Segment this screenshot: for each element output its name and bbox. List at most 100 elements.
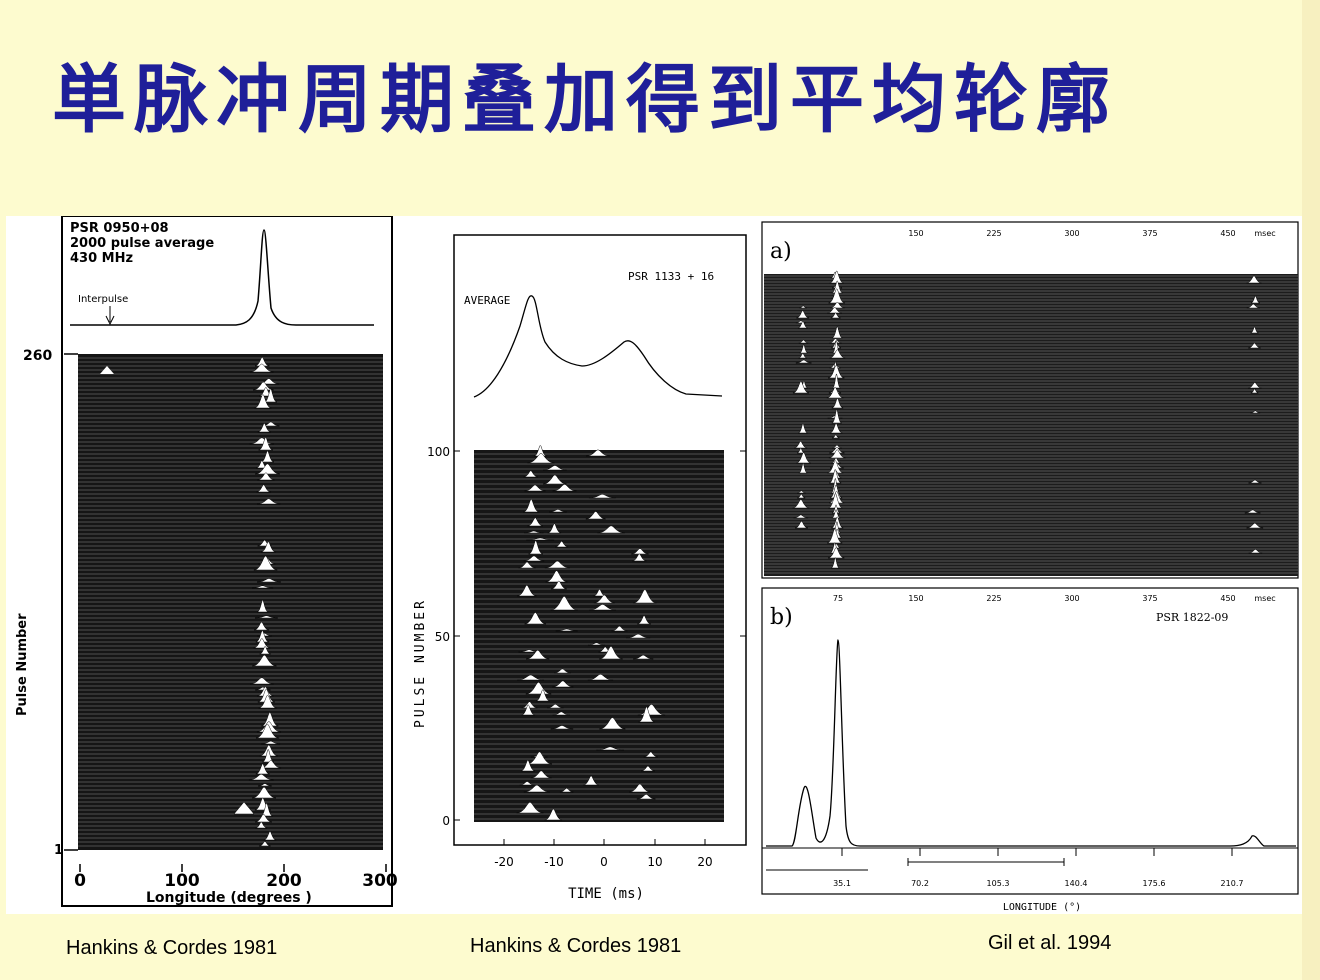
fig2-pulse-peak (520, 759, 536, 772)
fig3-pulse-peak (797, 493, 806, 499)
fig3-pulse-peak (1250, 295, 1260, 304)
fig1-pulse-peak (255, 463, 280, 475)
fig3-pulse-peak (829, 349, 846, 359)
fig1-average-profile (70, 229, 374, 326)
fig3-pulse-peak (829, 270, 844, 284)
fig2-pulse-peak (549, 509, 567, 513)
fig2-pulse-peak (524, 484, 546, 492)
fig3-pulse-peak (827, 307, 842, 314)
fig2-xtick-20: 20 (697, 855, 712, 869)
fig3-pulse-peak (827, 528, 843, 544)
fig3-pulse-peak (1248, 549, 1263, 554)
fig3-pulse-peak (830, 301, 845, 309)
fig2-pulse-peak (552, 680, 574, 688)
fig2-pulse-peak (637, 615, 651, 625)
fig3-average-profile (766, 639, 1296, 847)
fig1-pulse-peak (257, 498, 281, 505)
fig3-xtick-140: 140.4 (1065, 879, 1088, 888)
caption-hankins-1: Hankins & Cordes 1981 (66, 937, 278, 959)
fig2-pulse-peak (528, 540, 543, 555)
fig3-pulse-peak (795, 520, 808, 529)
fig1-pulse-peak (260, 760, 282, 769)
fig3-pulse-peak (832, 434, 840, 439)
fig3-pulse-peak (797, 490, 806, 494)
fig3-pulse-peak (831, 398, 844, 409)
fig2-ytick-0: 0 (442, 814, 450, 828)
fig1-pulse-peak (257, 578, 281, 583)
fig2-pulse-peak (526, 649, 550, 660)
fig2-pulse-peak (523, 555, 545, 562)
fig3-pulse-peak (828, 547, 845, 559)
fig3-xtick-35: 35.1 (833, 879, 851, 888)
fig1-pulse-peak (261, 712, 279, 727)
fig3a-tick-375: 375 (1142, 229, 1157, 238)
fig3-stripes (764, 275, 1298, 574)
fig2-pulse-stack (474, 450, 724, 822)
fig3-panel-a-label: a) (770, 239, 792, 264)
fig2-average-profile (473, 295, 723, 398)
fig1-stripes (78, 357, 383, 847)
fig1-xtick-100: 100 (164, 871, 200, 891)
fig2-pulse-peak (626, 633, 651, 639)
fig3-pulse-peak (831, 504, 841, 514)
fig3-xtick-105: 105.3 (987, 879, 1010, 888)
fig1-pulse-peak (255, 630, 270, 643)
fig3-pulse-peak (1246, 275, 1262, 284)
fig1-pulse-peak (255, 821, 268, 829)
fig1-pulse-peak (258, 783, 272, 787)
fig3-pulse-peak (831, 557, 840, 569)
fig1-pulse-peak (250, 363, 274, 373)
fig3a-tick-225: 225 (986, 229, 1001, 238)
fig2-pulse-peak (524, 530, 544, 534)
fig2-pulse-peak (527, 453, 555, 464)
fig1-pulse-peak (255, 813, 272, 823)
fig3-pulse-peak (829, 469, 842, 484)
caption-hankins-2: Hankins & Cordes 1981 (470, 935, 682, 957)
fig2-pulse-peak (583, 775, 599, 786)
fig1-pulse-peak (261, 450, 274, 463)
fig3-pulse-peak (831, 326, 843, 339)
fig1-pulse-peak (263, 831, 277, 841)
right-edge-strip (1302, 0, 1320, 980)
fig2-pulse-peak (632, 553, 647, 562)
fig3-pulse-peak (793, 514, 809, 519)
fig2-pulse-peak (544, 808, 563, 821)
fig3-pulse-peak (796, 452, 811, 464)
fig3-psr-label: PSR 1822-09 (1156, 611, 1228, 624)
fig2-pulse-peak (633, 589, 657, 604)
fig3-xtick-210: 210.7 (1221, 879, 1244, 888)
fig2-pulse-peak (519, 781, 535, 786)
fig3-pulse-peak (828, 449, 846, 459)
fig1-header-line-2: 2000 pulse average (70, 236, 214, 251)
fig2-ylabel: PULSE NUMBER (413, 598, 428, 728)
fig3-pulse-peak (796, 310, 809, 319)
fig3-pulse-peak (1248, 342, 1261, 349)
fig3-pulse-peak (1246, 522, 1264, 529)
fig1-xlabel: Longitude (degrees ) (146, 890, 312, 906)
figure-psr1133: PSR 1133 + 16 AVERAGE 100 50 0 PULSE NUM… (413, 234, 747, 902)
fig3-pulse-stack (764, 274, 1298, 576)
fig1-pulse-peak (252, 654, 277, 667)
fig2-pulse-peak (597, 525, 625, 534)
fig2-psr-label: PSR 1133 + 16 (628, 270, 714, 283)
fig2-pulse-peak (545, 570, 568, 583)
fig3-pulse-peak (827, 460, 844, 474)
fig2-xtick-0: 0 (600, 855, 608, 869)
figure-psr0950: PSR 0950+08 2000 pulse average 430 MHz I… (15, 216, 398, 907)
fig2-pulse-peak (586, 449, 610, 457)
fig3b-tick-450: 450 (1220, 594, 1235, 603)
fig1-pulse-peak (252, 786, 277, 799)
fig1-pulse-peak (259, 841, 271, 847)
fig2-pulse-peak (530, 770, 552, 779)
fig3-pulse-peak (830, 312, 841, 319)
fig2-pulse-peak (543, 474, 567, 485)
fig3a-tick-300: 300 (1064, 229, 1079, 238)
caption-gil: Gil et al. 1994 (988, 932, 1112, 954)
fig2-pulse-peak (543, 465, 567, 471)
fig3-pulse-peak (831, 457, 841, 464)
fig3-pulse-peak (831, 280, 843, 294)
fig3-pulse-peak (798, 463, 808, 474)
fig1-pulse-peak (254, 394, 272, 409)
fig1-pulse-peak (254, 615, 278, 619)
fig2-pulse-peak (588, 494, 616, 499)
